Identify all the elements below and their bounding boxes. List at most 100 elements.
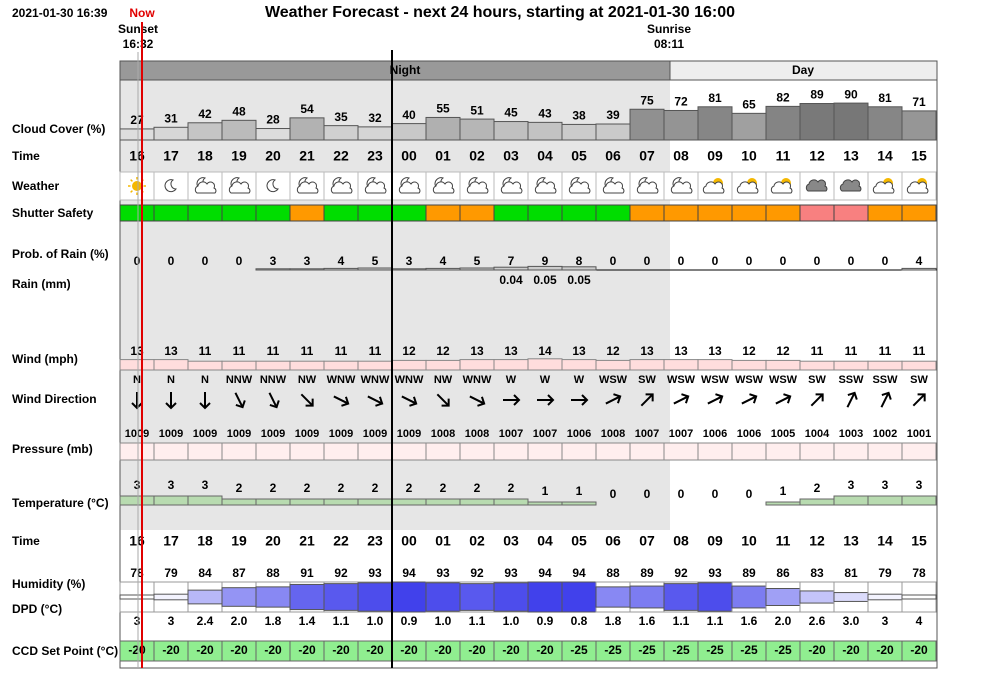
hour: 19 (231, 148, 247, 164)
icon-part (466, 181, 489, 194)
dpd-value: 2.0 (775, 614, 792, 628)
temperature-bar (459, 498, 495, 506)
humidity-value: 94 (538, 566, 552, 580)
temperature-bar (153, 495, 189, 506)
humidity-bar (799, 590, 835, 604)
weather-icon (534, 177, 557, 194)
temperature-bar (833, 495, 869, 506)
cloud-value: 75 (640, 93, 654, 107)
wind-value: 11 (267, 344, 280, 358)
ccd-value: -20 (128, 643, 146, 657)
temperature-bar (255, 498, 291, 506)
dpd-value: 2.0 (231, 614, 248, 628)
rain-prob-value: 4 (338, 254, 345, 268)
hour: 09 (707, 148, 723, 164)
humidity-value: 84 (198, 566, 212, 580)
humidity-bar (867, 593, 903, 601)
dpd-value: 3 (168, 614, 175, 628)
icon-part (670, 181, 693, 194)
row-label: DPD (°C) (12, 602, 62, 616)
arrow-shaft (640, 393, 654, 407)
temperature-value: 1 (576, 484, 583, 498)
temperature-bar (425, 498, 461, 506)
temperature-value: 3 (848, 478, 855, 492)
hour: 05 (571, 148, 587, 164)
wind-direction: N (167, 374, 175, 386)
cloud-value: 72 (674, 95, 688, 109)
wind-direction: NW (298, 374, 317, 386)
shutter-cell (697, 204, 733, 222)
icon-part (266, 179, 279, 193)
arrow-shaft (810, 393, 824, 407)
ccd-value: -20 (366, 643, 384, 657)
wind-direction: WSW (735, 374, 764, 386)
cloud-bar (765, 105, 801, 141)
hour: 17 (163, 533, 179, 549)
wind-direction: W (574, 374, 585, 386)
wind-arrow (131, 392, 143, 410)
pressure-cell (323, 442, 359, 461)
arrow-head (645, 393, 654, 402)
weather-icon (164, 179, 177, 193)
wind-direction: SSW (838, 374, 864, 386)
pressure-cell (119, 442, 155, 461)
cloud-value: 90 (844, 87, 858, 101)
shutter-cell (629, 204, 665, 222)
ccd-value: -20 (196, 643, 214, 657)
pressure-cell (425, 442, 461, 461)
humidity-bar (493, 582, 529, 612)
wind-value: 13 (164, 344, 178, 358)
wind-direction: NW (434, 374, 453, 386)
rain-prob-bar (391, 268, 427, 271)
ccd-value: -25 (570, 643, 588, 657)
shutter-cell (901, 204, 937, 222)
arrow-shaft (333, 395, 349, 405)
icon-part (398, 181, 421, 194)
ccd-value: -25 (604, 643, 622, 657)
humidity-value: 93 (708, 566, 722, 580)
cloud-value: 43 (538, 107, 552, 121)
pressure-cell (629, 442, 665, 461)
arrow-head (375, 396, 384, 407)
rain-prob-value: 5 (474, 254, 481, 268)
arrow-shaft (605, 395, 621, 405)
pressure-value: 1009 (261, 428, 285, 440)
wind-bar (255, 360, 291, 371)
cloud-bar (663, 109, 699, 141)
humidity-value: 78 (912, 566, 926, 580)
wind-bar (527, 358, 563, 371)
hour: 14 (877, 148, 893, 164)
cloud-bar (221, 119, 257, 141)
pressure-value: 1007 (499, 428, 523, 440)
ccd-value: -20 (876, 643, 894, 657)
wind-bar (221, 360, 257, 371)
wind-bar (425, 359, 461, 371)
wind-value: 13 (674, 344, 688, 358)
cloud-value: 28 (266, 113, 280, 127)
hour: 09 (707, 533, 723, 549)
wind-value: 11 (369, 344, 382, 358)
night-label: Night (390, 63, 421, 77)
humidity-bar (221, 587, 257, 607)
humidity-value: 94 (402, 566, 416, 580)
hour: 07 (639, 148, 655, 164)
temperature-bar (391, 498, 427, 506)
rain-prob-bar (459, 267, 495, 271)
wind-direction: WSW (701, 374, 730, 386)
pressure-cell (255, 442, 291, 461)
shutter-cell (731, 204, 767, 222)
pressure-cell (833, 442, 869, 461)
icon-part (839, 179, 862, 192)
cloud-value: 55 (436, 102, 450, 116)
wind-value: 13 (708, 344, 722, 358)
icon-part (805, 179, 828, 192)
icon-part (432, 181, 455, 194)
hour: 06 (605, 148, 621, 164)
temperature-bar (187, 495, 223, 506)
arrow-shaft (436, 393, 450, 407)
temperature-value: 2 (508, 481, 515, 495)
arrow-head (199, 402, 211, 410)
rain-prob-value: 0 (746, 254, 753, 268)
humidity-value: 93 (504, 566, 518, 580)
hour: 18 (197, 148, 213, 164)
